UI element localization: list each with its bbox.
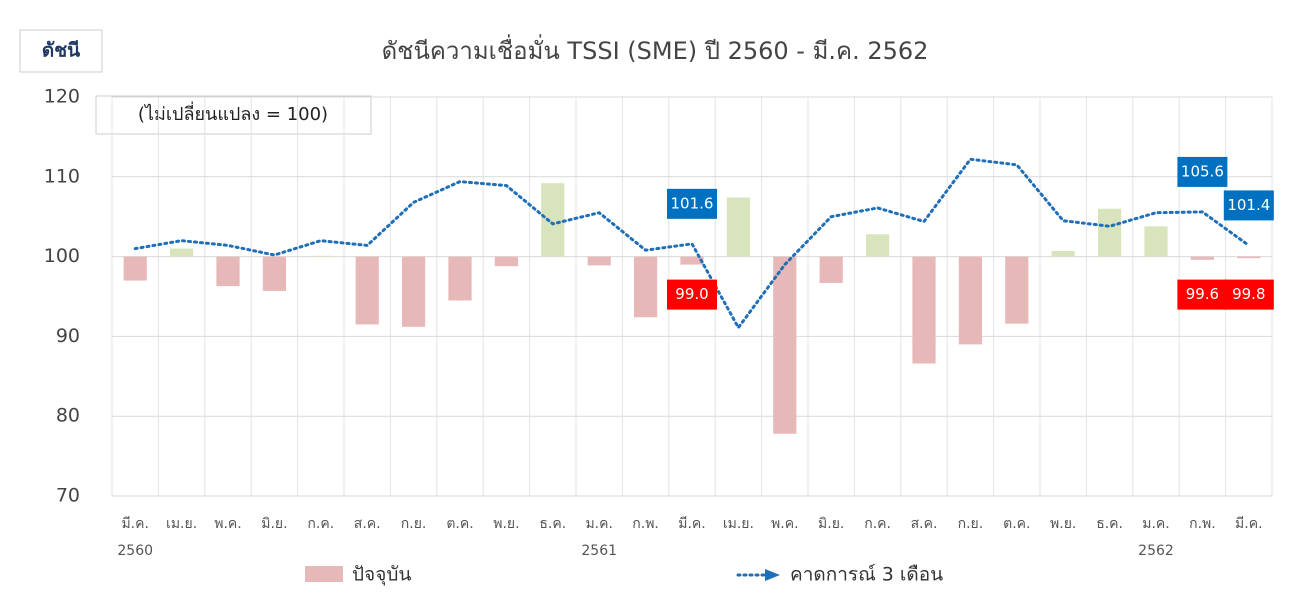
x-tick-label: ธ.ค. <box>1096 516 1123 532</box>
legend-swatch <box>305 566 343 582</box>
bar <box>680 256 704 265</box>
x-tick-label: ม.ค. <box>1142 516 1170 532</box>
x-tick-label: มี.ค. <box>121 516 149 532</box>
x-tick-label: พ.ย. <box>1050 516 1076 532</box>
year-label: 2560 <box>117 543 153 559</box>
x-tick-label: พ.ย. <box>493 516 519 532</box>
year-label: 2561 <box>581 543 617 559</box>
x-tick-label: ก.พ. <box>1189 516 1216 532</box>
bar <box>309 255 333 257</box>
x-tick-label: พ.ค. <box>771 516 799 532</box>
bar <box>587 256 611 266</box>
x-tick-label: เม.ย. <box>166 516 197 532</box>
bar <box>819 256 843 283</box>
data-label: 99.6 <box>1186 285 1219 303</box>
bar <box>726 197 750 257</box>
x-tick-label: ส.ค. <box>354 516 381 532</box>
y-tick-label: 100 <box>44 245 80 267</box>
data-label: 101.6 <box>671 194 714 212</box>
x-tick-label: มี.ค. <box>1235 516 1263 532</box>
x-tick-label: มี.ค. <box>678 516 706 532</box>
bar <box>494 256 518 267</box>
bar <box>912 256 936 364</box>
bar <box>170 248 194 257</box>
x-tick-label: มิ.ย. <box>261 516 287 532</box>
bar <box>1051 251 1075 257</box>
y-tick-label: 120 <box>44 86 80 108</box>
data-label-box <box>667 188 717 219</box>
bar <box>1190 256 1214 260</box>
bar <box>1098 208 1122 257</box>
bar <box>773 256 797 434</box>
bar <box>541 183 565 257</box>
x-tick-label: ก.ค. <box>307 516 334 532</box>
y-tick-label: 90 <box>56 325 80 347</box>
x-tick-label: ต.ค. <box>446 516 473 532</box>
x-tick-label: ก.พ. <box>632 516 659 532</box>
chart-title: ดัชนีความเชื่อมั่น TSSI (SME) ปี 2560 - … <box>382 34 929 65</box>
bar <box>1237 256 1261 259</box>
y-tick-label: 70 <box>56 485 80 507</box>
x-tick-label: เม.ย. <box>723 516 754 532</box>
x-tick-label: พ.ค. <box>214 516 242 532</box>
y-tick-label: 80 <box>56 405 80 427</box>
data-label: 99.0 <box>675 285 708 303</box>
y-tick-label: 110 <box>44 165 80 187</box>
x-tick-label: มิ.ย. <box>818 516 844 532</box>
forecast-line <box>133 157 1251 331</box>
bar <box>448 256 472 301</box>
data-label-box <box>667 279 717 310</box>
x-tick-label: ก.ย. <box>401 516 427 532</box>
bar <box>262 256 286 291</box>
legend-label: ปัจจุบัน <box>352 564 411 587</box>
data-label-box <box>1177 279 1228 310</box>
bar <box>958 256 982 345</box>
bar <box>123 256 147 281</box>
year-label: 2562 <box>1138 543 1174 559</box>
y-label-box <box>19 29 103 73</box>
data-label-box <box>1223 190 1274 221</box>
bar <box>216 256 240 287</box>
bar <box>355 256 379 325</box>
legend-label: คาดการณ์ 3 เดือน <box>790 564 943 586</box>
data-label-box <box>1223 279 1274 310</box>
data-label: 99.8 <box>1232 285 1265 303</box>
note-box <box>95 95 372 135</box>
x-tick-label: ก.ย. <box>958 516 984 532</box>
note: (ไม่เปลี่ยนแปลง = 100) <box>138 101 328 125</box>
x-tick-label: ม.ค. <box>585 516 613 532</box>
x-tick-label: ก.ค. <box>864 516 891 532</box>
bar <box>634 256 658 318</box>
bar <box>866 234 890 257</box>
x-tick-label: ต.ค. <box>1003 516 1030 532</box>
y-label: ดัชนี <box>42 40 80 62</box>
data-label: 101.4 <box>1227 196 1270 214</box>
data-label-box <box>1177 156 1228 187</box>
data-label: 105.6 <box>1181 162 1224 180</box>
x-tick-label: ส.ค. <box>911 516 938 532</box>
legend-arrow <box>765 569 780 581</box>
bar <box>1144 226 1168 257</box>
bar <box>1005 256 1029 324</box>
x-tick-label: ธ.ค. <box>539 516 566 532</box>
bar <box>402 256 426 327</box>
